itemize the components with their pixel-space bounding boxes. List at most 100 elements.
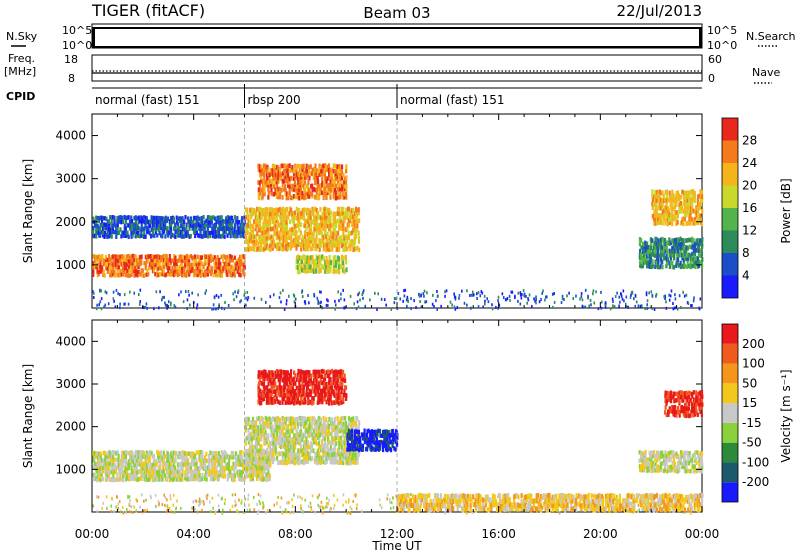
- echo-cell: [117, 264, 121, 270]
- echo-speckle: [595, 290, 597, 294]
- echo-cell: [283, 175, 286, 180]
- echo-speckle: [683, 294, 686, 298]
- echo-cell: [257, 227, 260, 233]
- echo-cell: [340, 448, 344, 454]
- echo-cell: [336, 191, 340, 197]
- echo-cell: [675, 256, 678, 262]
- echo-speckle: [541, 505, 544, 509]
- echo-cell: [264, 435, 268, 441]
- echo-cell: [228, 258, 232, 263]
- echo-cell: [330, 419, 334, 425]
- echo-cell: [288, 443, 291, 449]
- echo-cell: [238, 254, 242, 260]
- echo-cell: [178, 226, 181, 231]
- echo-speckle: [256, 511, 259, 515]
- echo-cell: [699, 213, 702, 219]
- echo-speckle: [386, 493, 389, 497]
- echo-cell: [229, 233, 232, 239]
- echo-cell: [135, 465, 139, 471]
- echo-cell: [130, 265, 133, 270]
- echo-cell: [337, 167, 341, 172]
- echo-cell: [188, 465, 191, 470]
- echo-speckle: [604, 301, 607, 305]
- echo-cell: [641, 260, 644, 266]
- echo-cell: [124, 226, 127, 231]
- echo-cell: [105, 257, 108, 262]
- echo-cell: [353, 214, 356, 220]
- echo-speckle: [425, 300, 428, 304]
- echo-cell: [651, 193, 654, 199]
- echo-cell: [305, 456, 308, 462]
- echo-cell: [144, 466, 147, 471]
- echo-cell: [110, 265, 114, 270]
- echo-speckle: [346, 511, 349, 515]
- echo-cell: [654, 189, 657, 195]
- echo-speckle: [232, 292, 234, 296]
- echo-cell: [264, 179, 267, 185]
- echo-cell: [281, 178, 284, 184]
- echo-cell: [325, 215, 328, 221]
- echo-cell: [124, 219, 128, 224]
- echo-cell: [229, 269, 232, 274]
- echo-speckle: [563, 298, 565, 302]
- echo-cell: [268, 223, 272, 228]
- echo-cell: [320, 190, 324, 196]
- echo-speckle: [629, 296, 632, 300]
- echo-speckle: [233, 298, 235, 302]
- echo-cell: [169, 225, 173, 231]
- echo-cell: [209, 458, 212, 463]
- echo-speckle: [355, 507, 358, 511]
- echo-cell: [340, 439, 343, 445]
- echo-cell: [315, 238, 318, 243]
- echo-cell: [318, 183, 321, 189]
- echo-cell: [326, 246, 329, 252]
- echo-cell: [642, 242, 646, 247]
- echo-cell: [685, 253, 688, 258]
- echo-cell: [313, 226, 317, 232]
- echo-speckle: [679, 501, 682, 505]
- echo-cell: [207, 454, 211, 459]
- echo-cell: [291, 455, 294, 461]
- echo-cell: [351, 222, 355, 228]
- echo-cell: [219, 472, 222, 478]
- echo-cell: [679, 208, 683, 214]
- echo-cell: [654, 253, 657, 259]
- echo-cell: [106, 257, 109, 263]
- echo-cell: [295, 452, 299, 458]
- echo-cell: [264, 441, 267, 446]
- echo-speckle: [498, 303, 501, 307]
- echo-cell: [311, 237, 314, 243]
- echo-cell: [113, 269, 116, 275]
- echo-cell: [173, 253, 176, 259]
- echo-cell: [214, 223, 218, 228]
- echo-cell: [269, 462, 272, 468]
- echo-cell: [176, 216, 179, 222]
- echo-cell: [298, 222, 301, 228]
- echo-cell: [112, 469, 115, 474]
- echo-cell: [247, 421, 250, 426]
- echo-cell: [110, 273, 113, 278]
- echo-speckle: [678, 294, 681, 298]
- echo-cell: [233, 227, 236, 232]
- echo-cell: [701, 198, 704, 203]
- echo-speckle: [551, 292, 554, 296]
- echo-cell: [147, 226, 150, 231]
- echo-cell: [266, 176, 269, 181]
- echo-cell: [203, 466, 206, 471]
- echo-cell: [260, 187, 263, 193]
- echo-speckle: [597, 307, 600, 311]
- echo-cell: [128, 219, 132, 225]
- echo-cell: [285, 195, 288, 201]
- echo-speckle: [614, 497, 616, 501]
- echo-speckle: [423, 294, 425, 298]
- echo-cell: [305, 419, 308, 425]
- echo-cell: [343, 451, 346, 457]
- echo-cell: [269, 235, 272, 241]
- echo-cell: [246, 421, 249, 427]
- echo-cell: [281, 421, 284, 427]
- echo-cell: [178, 233, 181, 238]
- echo-cell: [321, 254, 324, 260]
- echo-speckle: [357, 293, 359, 297]
- echo-cell: [215, 265, 218, 271]
- echo-cell: [185, 454, 188, 459]
